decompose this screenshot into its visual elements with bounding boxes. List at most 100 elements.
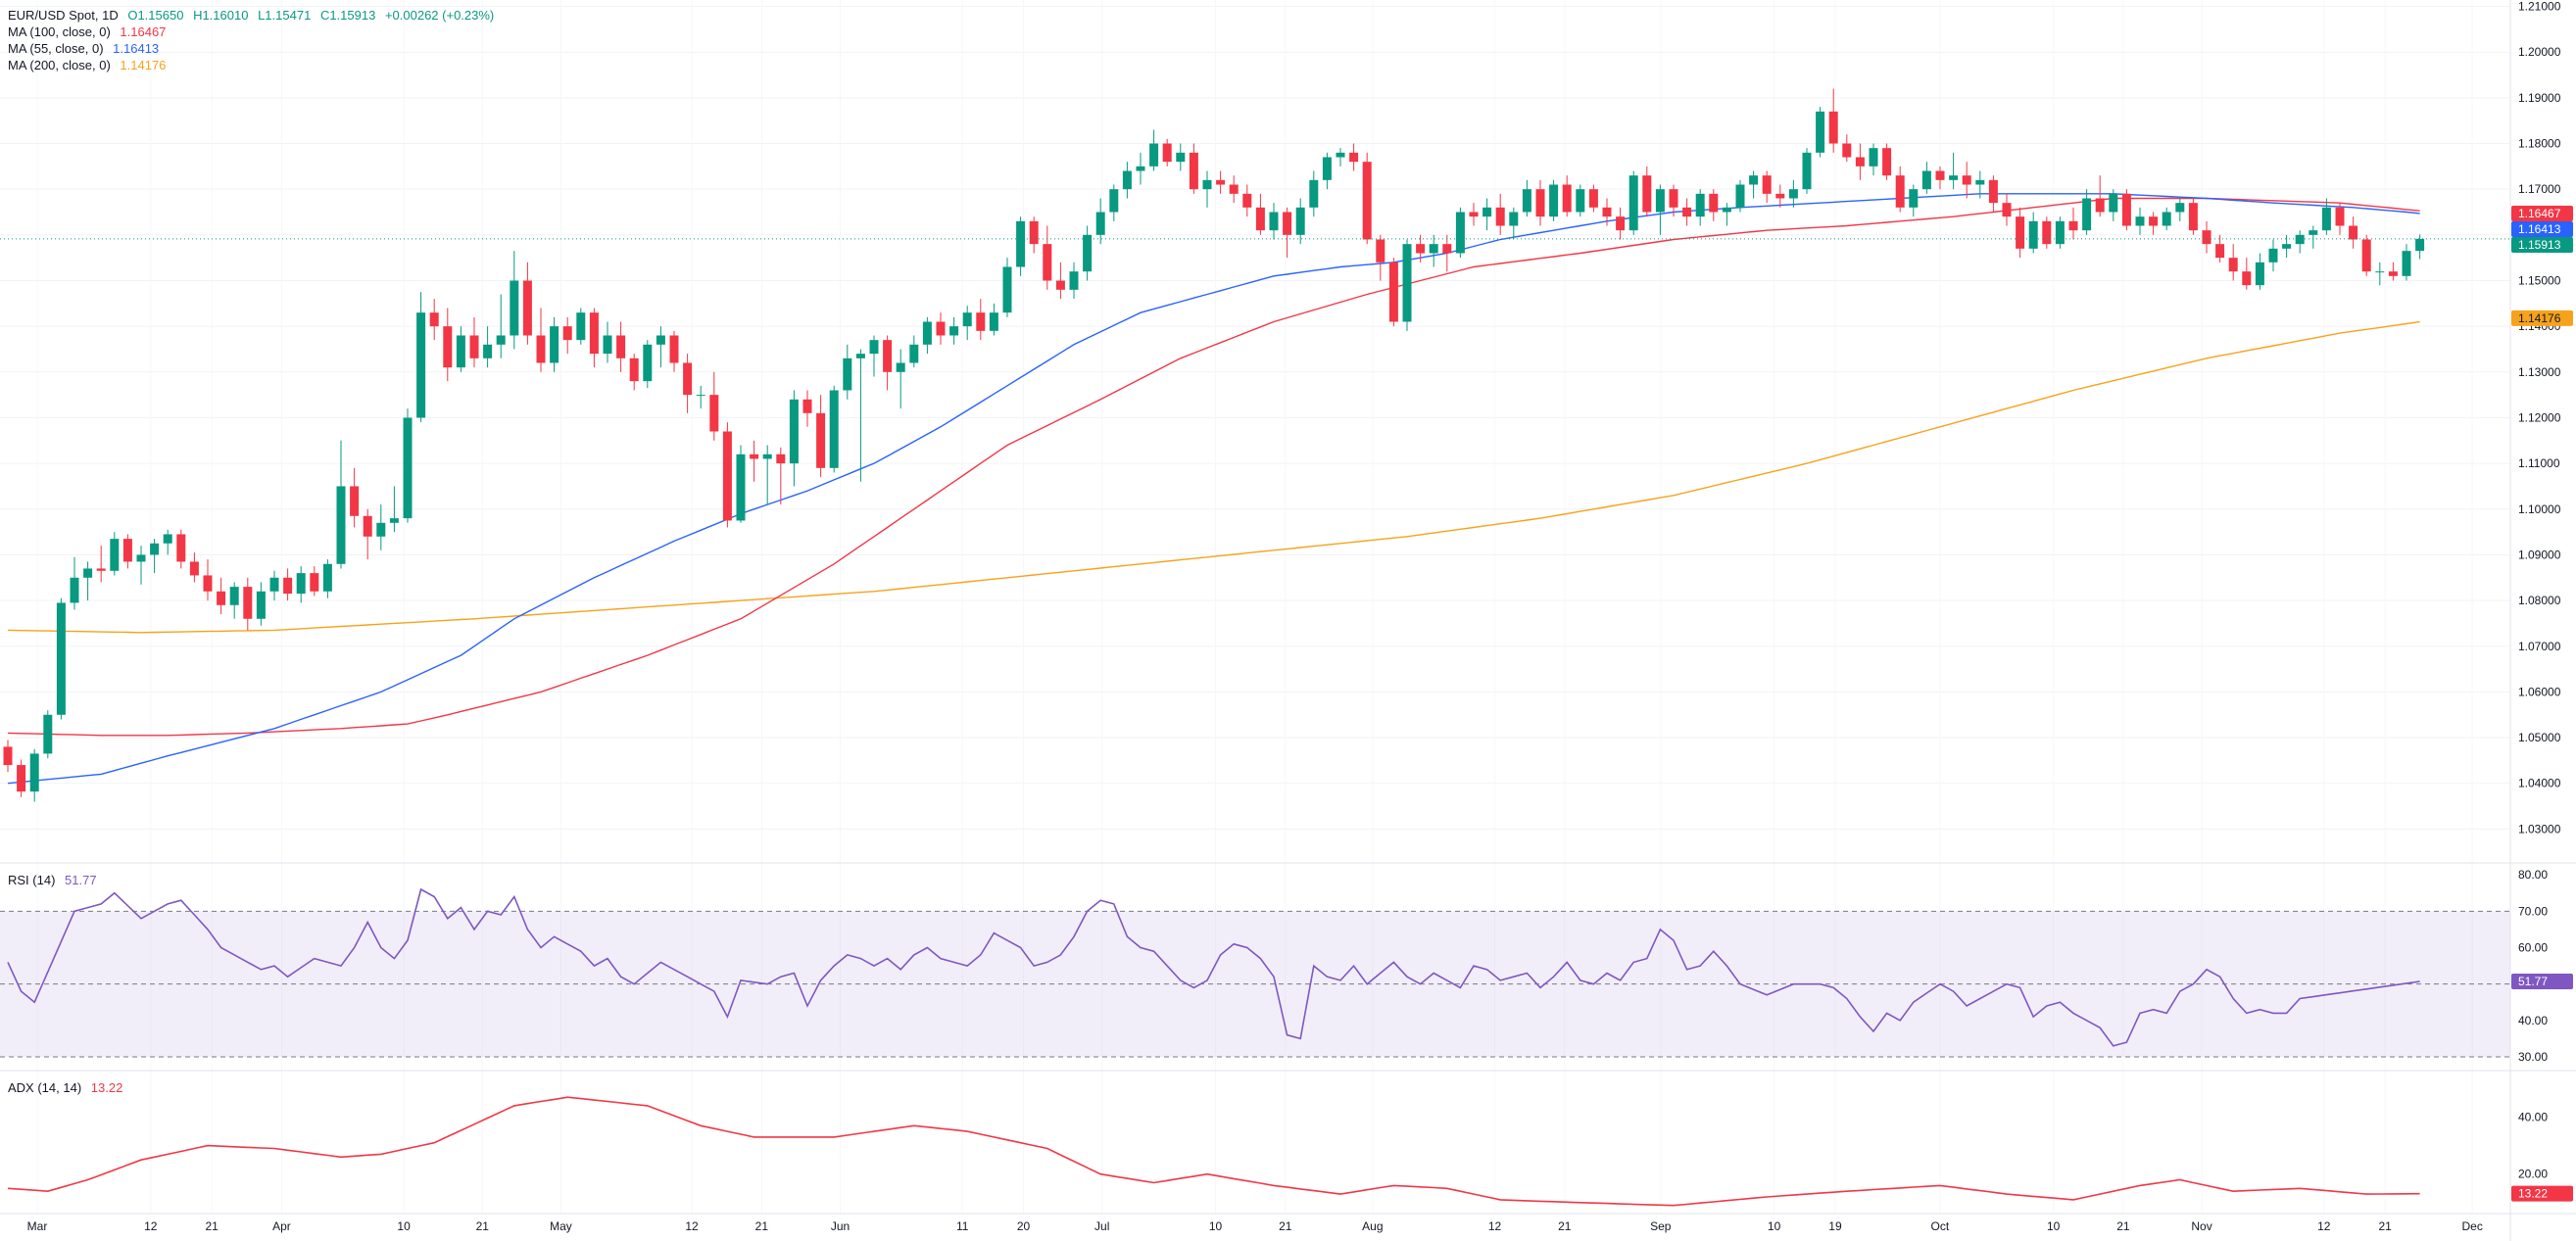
candle-body: [683, 362, 693, 396]
rsi-value: 51.77: [65, 873, 97, 887]
candle-body: [1295, 207, 1305, 235]
candle-body: [1016, 220, 1026, 267]
candle-body: [909, 344, 919, 363]
candle-body: [1695, 193, 1705, 217]
time-tick-label: Jul: [1094, 1219, 1109, 1233]
candle-body: [110, 539, 120, 571]
adx-legend[interactable]: ADX (14, 14) 13.22: [8, 1080, 128, 1096]
candle-body: [922, 321, 932, 345]
time-tick-label: 10: [1768, 1219, 1781, 1233]
candle-body: [1828, 111, 1838, 144]
candle-body: [762, 453, 772, 459]
time-tick-label: 12: [144, 1219, 158, 1233]
main-y-tick-label: 1.15000: [2518, 273, 2561, 287]
candle-body: [469, 335, 479, 358]
price-tag-ma200: [2511, 310, 2573, 326]
candle-body: [217, 591, 226, 605]
ma55-legend[interactable]: MA (55, close, 0) 1.16413: [8, 41, 165, 57]
ma200-legend[interactable]: MA (200, close, 0) 1.14176: [8, 58, 171, 73]
symbol-label[interactable]: EUR/USD Spot, 1D: [8, 8, 119, 23]
candle-body: [1642, 175, 1652, 213]
candle-body: [2282, 244, 2292, 249]
candle-body: [350, 486, 360, 516]
rsi-y-tick-label: 80.00: [2518, 868, 2548, 882]
candle-body: [1349, 152, 1359, 163]
candle-body: [696, 395, 705, 397]
rsi-y-tick-label: 30.00: [2518, 1050, 2548, 1064]
candle-body: [1189, 152, 1198, 190]
rsi-line: [7, 887, 2420, 1047]
ma100-value: 1.16467: [120, 24, 167, 39]
ma100-label: MA (100, close, 0): [8, 24, 111, 39]
candle-body: [1336, 152, 1345, 158]
candle-body: [629, 358, 639, 382]
candle-body: [1069, 271, 1079, 290]
candle-body: [2309, 230, 2318, 235]
candle-body: [3, 746, 13, 766]
candle-body: [603, 335, 612, 355]
candle-body: [163, 534, 172, 544]
candle-body: [43, 714, 53, 754]
candle-body: [1935, 170, 1945, 180]
candle-body: [1655, 189, 1665, 213]
adx-pane: [7, 1096, 2420, 1207]
candle-body: [2361, 239, 2371, 272]
candle-body: [1388, 262, 1398, 322]
candle-body: [669, 335, 679, 363]
time-tick-label: 12: [685, 1219, 699, 1233]
candle-body: [855, 354, 865, 358]
candle-body: [1482, 207, 1492, 217]
time-tick-label: May: [550, 1219, 572, 1233]
candle-body: [1362, 162, 1372, 240]
candle-body: [1762, 175, 1772, 194]
price-tag-ma55: [2511, 221, 2573, 238]
candle-body: [203, 575, 213, 592]
candle-body: [1975, 179, 1985, 185]
ma100-legend[interactable]: MA (100, close, 0) 1.16467: [8, 24, 171, 40]
candle-body: [1176, 152, 1186, 163]
candle-body: [136, 554, 146, 562]
candle-body: [2002, 203, 2012, 217]
candle-body: [83, 568, 93, 578]
time-tick-label: Sep: [1650, 1219, 1672, 1233]
candle-body: [1535, 189, 1545, 217]
candle-body: [1002, 266, 1012, 313]
candle-body: [2135, 216, 2145, 226]
candle-body: [802, 399, 812, 413]
candle-body: [1921, 170, 1931, 190]
candle-body: [1162, 143, 1172, 163]
candle-body: [310, 573, 319, 592]
moving-averages: [7, 193, 2420, 785]
candle-body: [2068, 220, 2078, 231]
ma100-line: [7, 197, 2420, 737]
main-y-tick-label: 1.06000: [2518, 685, 2561, 698]
rsi-legend[interactable]: RSI (14) 51.77: [8, 873, 103, 888]
candlestick-series: [0, 88, 2510, 802]
candle-body: [2109, 193, 2118, 213]
adx-value-tag-label: 13.22: [2518, 1187, 2548, 1201]
candle-body: [1495, 207, 1505, 226]
candle-body: [976, 312, 986, 331]
candle-body: [296, 573, 306, 595]
candle-body: [589, 312, 599, 355]
candle-body: [962, 312, 972, 327]
candle-body: [1682, 207, 1692, 217]
candle-body: [1083, 234, 1093, 272]
candle-body: [2335, 207, 2345, 226]
candle-body: [2321, 207, 2331, 231]
candle-body: [189, 561, 199, 576]
time-tick-label: 10: [2047, 1219, 2061, 1233]
candle-body: [243, 587, 253, 619]
main-y-tick-label: 1.11000: [2518, 456, 2560, 470]
candle-body: [336, 486, 346, 564]
candle-body: [2242, 271, 2252, 286]
ma55-line: [7, 193, 2420, 785]
candle-body: [883, 340, 893, 372]
candle-body: [229, 587, 239, 605]
candle-body: [1709, 193, 1719, 213]
candle-body: [2042, 220, 2052, 245]
candle-body: [1962, 175, 1971, 185]
candle-body: [789, 399, 799, 464]
